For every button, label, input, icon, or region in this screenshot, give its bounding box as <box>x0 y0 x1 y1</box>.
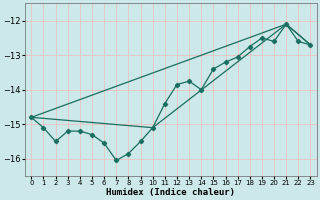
X-axis label: Humidex (Indice chaleur): Humidex (Indice chaleur) <box>106 188 236 197</box>
